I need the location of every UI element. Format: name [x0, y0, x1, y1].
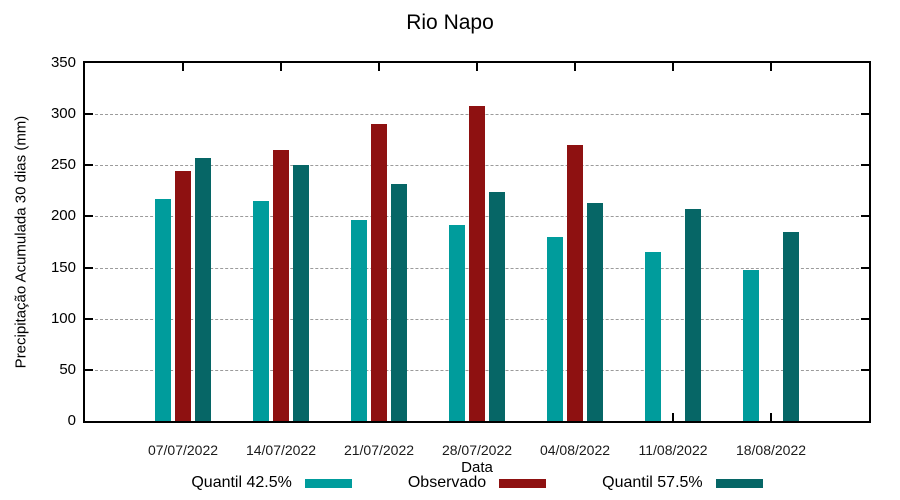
y-tick-label-250: 250 [50, 156, 76, 174]
plot-area [83, 61, 871, 423]
y-tick-label-0: 0 [67, 412, 76, 429]
bar-quantil-57.5--04-08-2022 [587, 203, 603, 421]
x-axis-label: Data [461, 459, 493, 476]
legend-label: Quantil 42.5% [191, 474, 292, 491]
y-axis-label: Precipitação Acumulada 30 dias (mm) [12, 115, 30, 369]
y-tick-right-100 [861, 317, 869, 320]
y-tick-right-250 [861, 164, 869, 167]
y-tick-left-150 [85, 266, 93, 269]
legend-label: Quantil 57.5% [602, 474, 703, 491]
y-tick-label-100: 100 [50, 309, 76, 327]
y-tick-label-150: 150 [50, 258, 76, 276]
bar-quantil-42.5--07-07-2022 [155, 199, 171, 421]
bar-quantil-42.5--28-07-2022 [449, 224, 465, 421]
chart-title: Rio Napo [406, 11, 494, 34]
bar-observado-21-07-2022 [371, 124, 387, 421]
y-tick-label-50: 50 [59, 360, 76, 378]
y-tick-left-200 [85, 215, 93, 218]
bar-observado-14-07-2022 [273, 149, 289, 421]
bar-quantil-57.5--14-07-2022 [293, 165, 309, 421]
bar-quantil-57.5--28-07-2022 [489, 191, 505, 421]
x-tick-top-3 [476, 63, 478, 71]
bar-quantil-42.5--18-08-2022 [743, 269, 759, 421]
x-tick-top-6 [770, 63, 772, 71]
y-tick-label-350: 350 [50, 54, 76, 71]
bar-quantil-42.5--14-07-2022 [253, 201, 269, 421]
x-tick-label-5: 11/08/2022 [638, 442, 708, 458]
y-tick-right-50 [861, 368, 869, 371]
x-tick-top-1 [280, 63, 282, 71]
legend-item-observado: Observado [407, 474, 547, 492]
y-tick-left-300 [85, 113, 93, 116]
x-tick-label-6: 18/08/2022 [735, 442, 807, 458]
legend-item-quantil-42.5-: Quantil 42.5% [191, 474, 352, 492]
y-tick-label-300: 300 [50, 105, 76, 123]
y-tick-right-300 [861, 113, 869, 116]
y-tick-label-200: 200 [50, 207, 76, 225]
x-tick-top-0 [182, 63, 184, 71]
legend: Quantil 42.5% Observado Quantil 57.5% [85, 474, 869, 492]
x-tick-label-1: 14/07/2022 [245, 442, 317, 458]
y-tick-left-250 [85, 164, 93, 167]
x-tick-label-2: 21/07/2022 [343, 442, 415, 458]
legend-swatch [715, 478, 763, 488]
x-tick-label-4: 04/08/2022 [539, 442, 611, 458]
y-tick-left-100 [85, 317, 93, 320]
y-tick-left-50 [85, 368, 93, 371]
x-tick-top-2 [378, 63, 380, 71]
bar-quantil-42.5--21-07-2022 [351, 219, 367, 421]
x-tick-top-4 [574, 63, 576, 71]
x-tick-bottom-5 [672, 413, 674, 421]
legend-swatch [499, 478, 547, 488]
bar-quantil-42.5--04-08-2022 [547, 236, 563, 421]
bar-observado-28-07-2022 [469, 105, 485, 421]
x-tick-bottom-6 [770, 413, 772, 421]
legend-item-quantil-57.5-: Quantil 57.5% [602, 474, 763, 492]
legend-label: Observado [407, 474, 487, 491]
bar-quantil-57.5--07-07-2022 [195, 158, 211, 421]
legend-swatch [304, 478, 352, 488]
bar-quantil-57.5--18-08-2022 [783, 231, 799, 421]
y-tick-right-150 [861, 266, 869, 269]
bar-observado-07-07-2022 [175, 171, 191, 421]
y-tick-right-200 [861, 215, 869, 218]
x-tick-top-5 [672, 63, 674, 71]
bar-quantil-57.5--11-08-2022 [685, 209, 701, 421]
x-tick-label-3: 28/07/2022 [441, 442, 513, 458]
bar-quantil-57.5--21-07-2022 [391, 183, 407, 421]
x-tick-label-0: 07/07/2022 [147, 442, 219, 458]
bar-quantil-42.5--11-08-2022 [645, 252, 661, 421]
bar-observado-04-08-2022 [567, 144, 583, 421]
